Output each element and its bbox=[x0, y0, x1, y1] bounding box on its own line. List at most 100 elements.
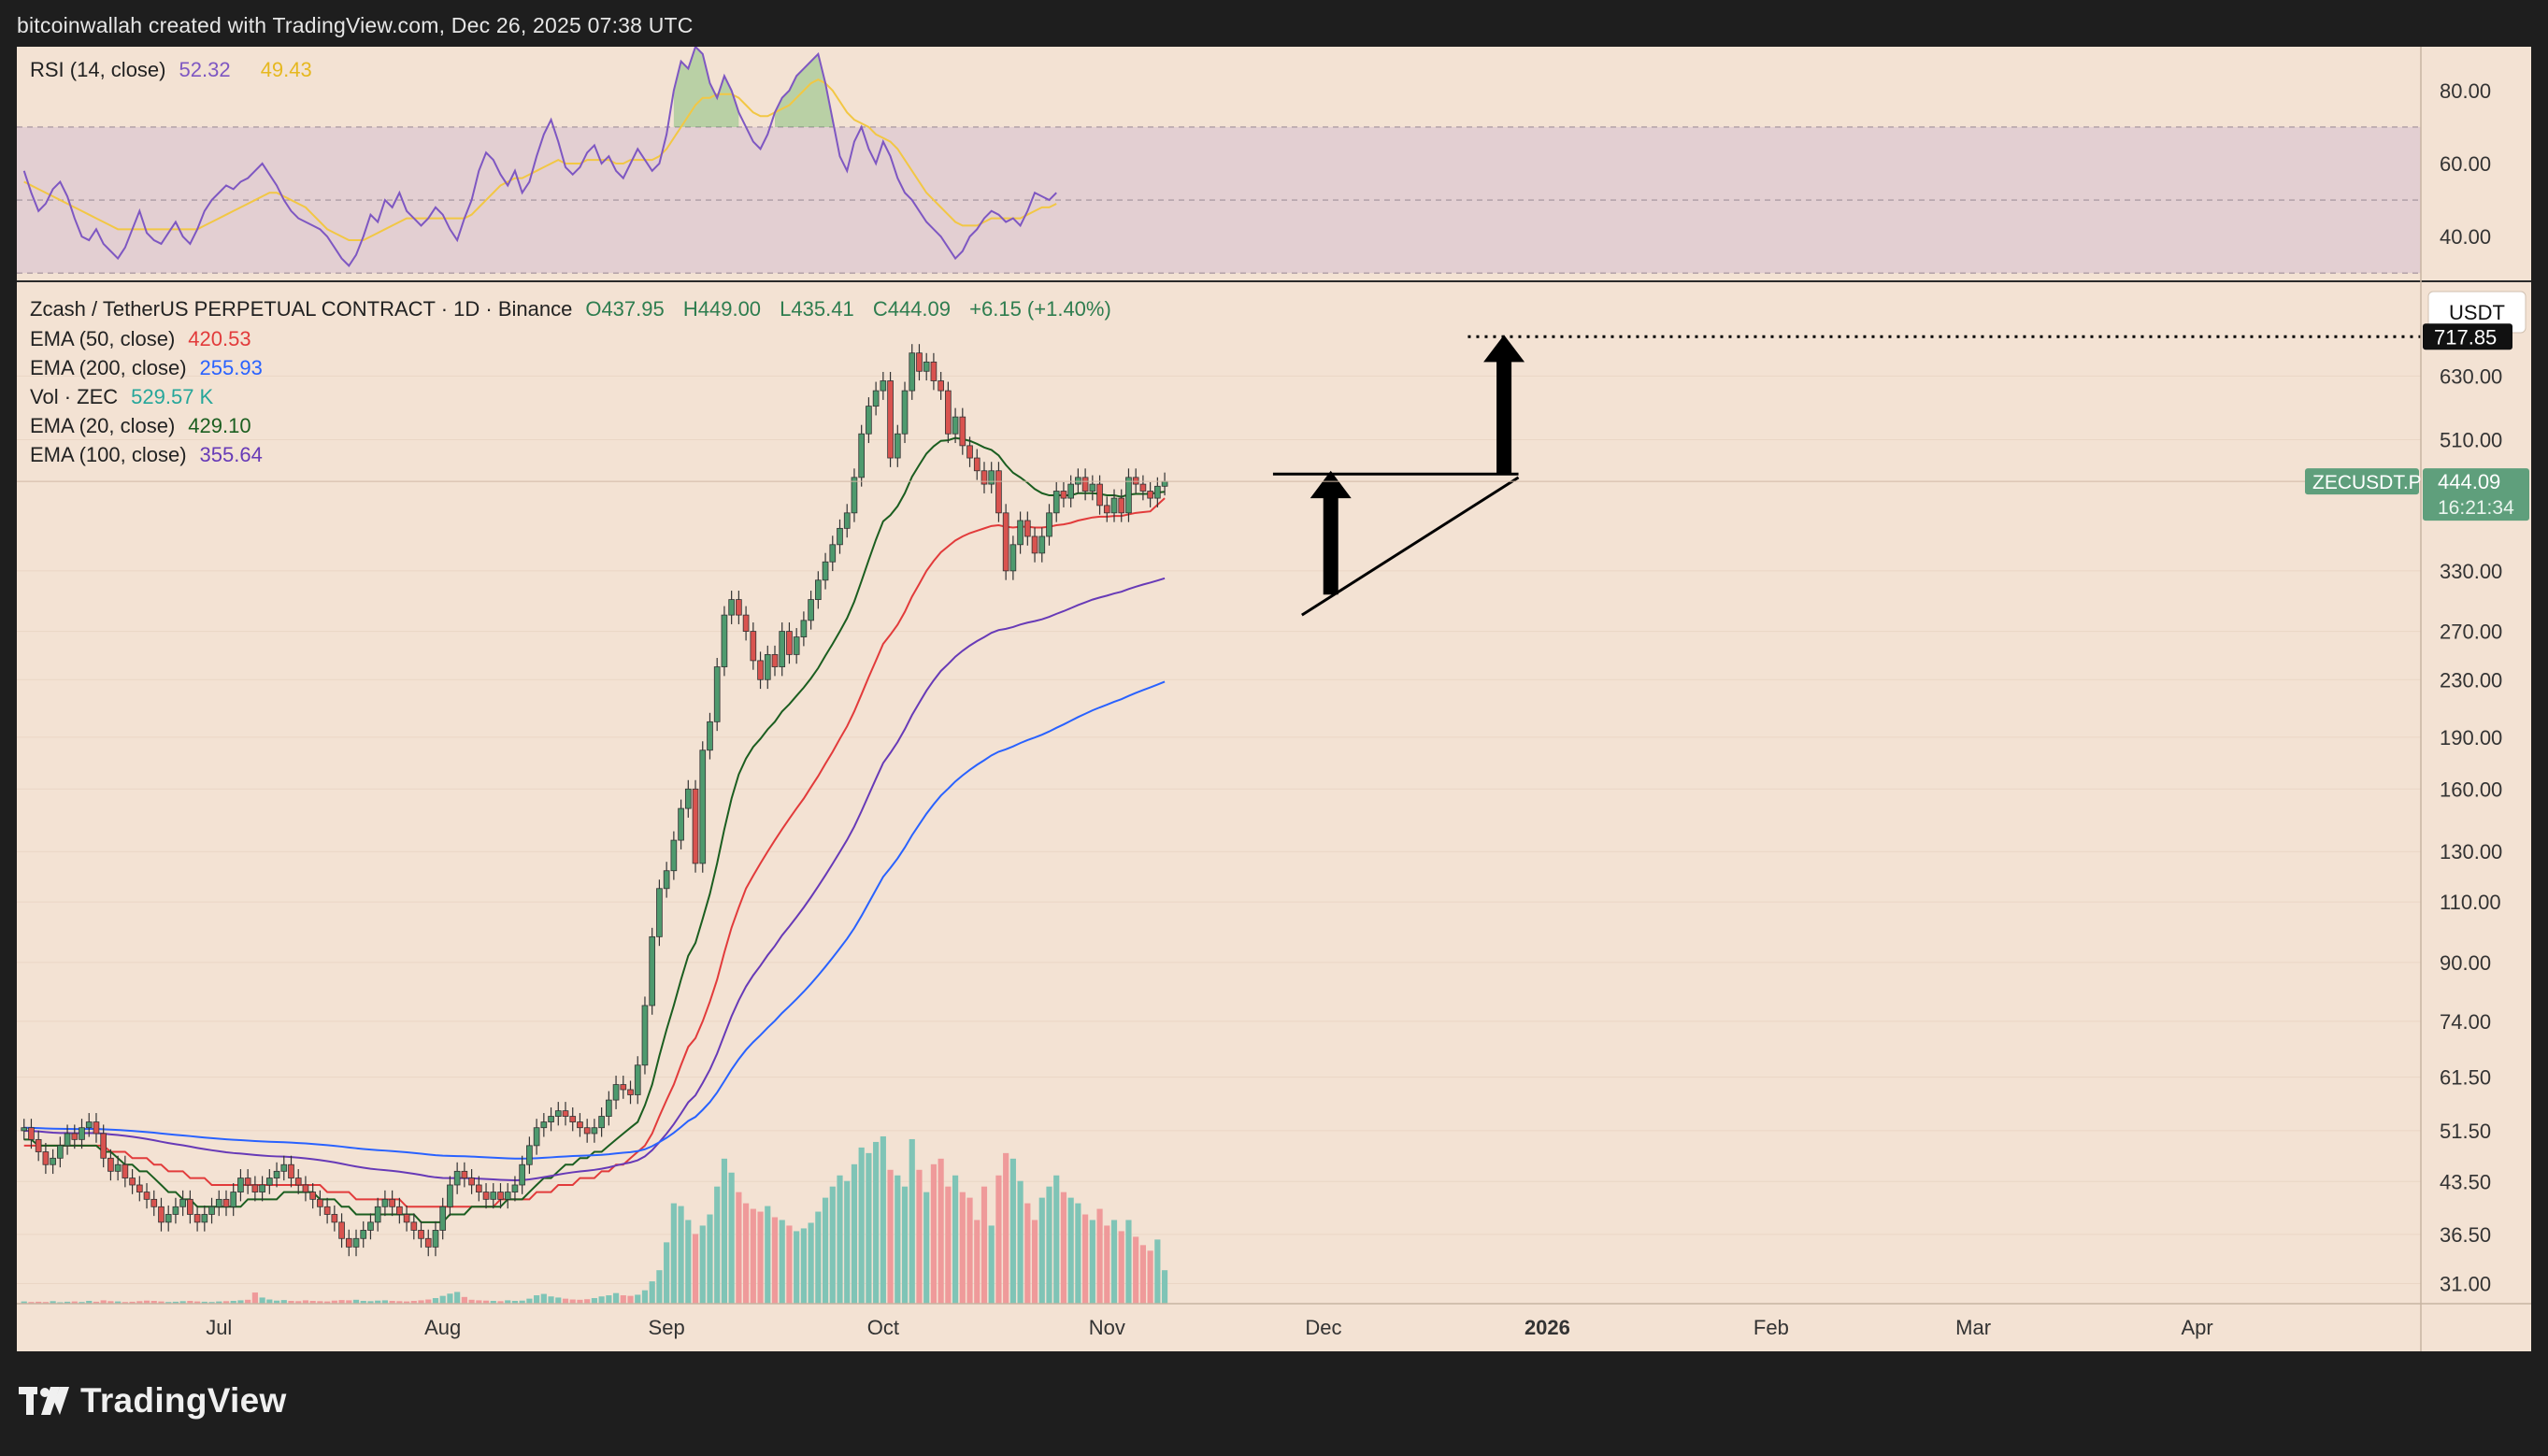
candle-body bbox=[294, 1178, 302, 1186]
volume-bar bbox=[389, 1301, 395, 1304]
candle-body bbox=[1038, 535, 1046, 554]
candle-body bbox=[995, 470, 1002, 514]
volume-bar bbox=[1003, 1152, 1009, 1304]
indicator-legend-row[interactable]: EMA (20, close) 429.10 bbox=[30, 414, 251, 438]
indicator-legend-row[interactable]: Vol · ZEC 529.57 K bbox=[30, 385, 213, 409]
chart-header-text: bitcoinwallah created with TradingView.c… bbox=[17, 13, 694, 37]
candle-body bbox=[1009, 544, 1017, 572]
volume-bar bbox=[222, 1301, 230, 1304]
rsi-legend[interactable]: RSI (14, close) 52.32 49.43 bbox=[30, 58, 325, 82]
price-tick-label: 630.00 bbox=[2440, 364, 2502, 388]
volume-bar bbox=[1154, 1239, 1161, 1304]
candle-body bbox=[482, 1192, 490, 1200]
volume-bar bbox=[952, 1175, 959, 1304]
candle-body bbox=[533, 1127, 540, 1147]
tradingview-brand: TradingView bbox=[80, 1381, 287, 1420]
price-legend[interactable]: Zcash / TetherUS PERPETUAL CONTRACT · 1D… bbox=[30, 297, 1124, 321]
volume-bar bbox=[1009, 1158, 1016, 1304]
tradingview-logo[interactable]: TradingView bbox=[19, 1381, 287, 1420]
volume-bar bbox=[966, 1197, 973, 1304]
rsi-tick-label: 80.00 bbox=[2440, 79, 2491, 103]
volume-bar bbox=[887, 1169, 894, 1304]
volume-bar bbox=[988, 1225, 995, 1304]
candle-body bbox=[410, 1221, 418, 1231]
volume-bar bbox=[794, 1231, 800, 1304]
volume-bar bbox=[208, 1302, 215, 1304]
chart-frame[interactable]: 80.00 60.00 40.00 630.00 510.00 330.00 270.00 2… bbox=[17, 47, 2531, 1351]
candle-body bbox=[548, 1116, 554, 1122]
volume-bar bbox=[786, 1225, 793, 1304]
candle-body bbox=[1096, 483, 1103, 507]
indicator-legend-row[interactable]: EMA (200, close) 255.93 bbox=[30, 356, 263, 380]
price-tick-label: 90.00 bbox=[2440, 951, 2491, 975]
candle-body bbox=[692, 788, 699, 864]
price-tick-label: 51.50 bbox=[2440, 1120, 2491, 1143]
last-price-label: 444.09 bbox=[2438, 470, 2500, 493]
volume-bar bbox=[360, 1301, 366, 1304]
candle-body bbox=[201, 1214, 208, 1223]
volume-bar bbox=[1075, 1203, 1081, 1304]
candle-body bbox=[656, 888, 663, 937]
rsi-band bbox=[17, 126, 2421, 274]
candle-body bbox=[1002, 512, 1009, 572]
ohlc-close: C444.09 bbox=[872, 297, 952, 321]
candle-body bbox=[916, 352, 923, 372]
candle-body bbox=[562, 1110, 569, 1117]
candle-body bbox=[193, 1214, 201, 1223]
candle-body bbox=[771, 653, 779, 667]
volume-bar bbox=[237, 1300, 244, 1304]
indicator-value: 529.57 K bbox=[131, 385, 214, 408]
volume-bar bbox=[678, 1206, 684, 1304]
rsi-legend-value: 52.32 bbox=[179, 58, 231, 81]
chart-canvas[interactable]: 80.00 60.00 40.00 630.00 510.00 330.00 270.00 2… bbox=[17, 47, 2531, 1351]
candle-body bbox=[909, 352, 916, 392]
candle-body bbox=[259, 1184, 265, 1192]
candle-body bbox=[1017, 520, 1023, 546]
candle-body bbox=[122, 1163, 129, 1178]
candle-body bbox=[988, 470, 995, 485]
candle-body bbox=[497, 1192, 504, 1200]
candle-body bbox=[28, 1127, 35, 1140]
volume-bar bbox=[187, 1301, 193, 1304]
rsi-legend-name: RSI (14, close) bbox=[30, 58, 166, 81]
volume-bar bbox=[1038, 1197, 1045, 1304]
price-tick-label: 160.00 bbox=[2440, 778, 2502, 801]
volume-bar bbox=[938, 1158, 944, 1304]
candle-body bbox=[540, 1121, 548, 1129]
candle-body bbox=[1154, 485, 1161, 499]
volume-bar bbox=[844, 1180, 851, 1304]
price-tick-label: 230.00 bbox=[2440, 668, 2502, 692]
candle-body bbox=[1052, 491, 1060, 514]
indicator-value: 355.64 bbox=[199, 443, 263, 466]
volume-bar bbox=[302, 1300, 309, 1304]
currency-button-label[interactable]: USDT bbox=[2449, 301, 2505, 324]
volume-bar bbox=[765, 1206, 771, 1304]
indicator-legend-row[interactable]: EMA (100, close) 355.64 bbox=[30, 443, 263, 467]
candle-body bbox=[1110, 497, 1118, 514]
candle-body bbox=[1060, 491, 1067, 499]
candle-body bbox=[360, 1230, 367, 1239]
ohlc-low: L435.41 bbox=[780, 297, 854, 321]
symbol-title: Zcash / TetherUS PERPETUAL CONTRACT · 1D… bbox=[30, 297, 573, 321]
candle-body bbox=[345, 1237, 352, 1248]
indicator-legend-row[interactable]: EMA (50, close) 420.53 bbox=[30, 327, 251, 351]
volume-bar bbox=[71, 1301, 78, 1304]
volume-bar bbox=[100, 1300, 107, 1304]
candle-body bbox=[230, 1192, 237, 1207]
volume-bar bbox=[895, 1175, 901, 1304]
candle-body bbox=[165, 1214, 172, 1223]
candle-body bbox=[418, 1230, 424, 1239]
candle-body bbox=[952, 416, 959, 435]
volume-bar bbox=[476, 1300, 482, 1304]
volume-bar bbox=[692, 1234, 699, 1304]
candle-body bbox=[143, 1192, 150, 1200]
volume-bar bbox=[815, 1211, 822, 1304]
volume-bar bbox=[664, 1242, 670, 1304]
indicator-label: Vol · ZEC bbox=[30, 385, 119, 408]
candle-body bbox=[338, 1221, 345, 1239]
candle-body bbox=[302, 1184, 309, 1192]
ema-50-line bbox=[23, 497, 1166, 1208]
volume-bar bbox=[230, 1301, 236, 1304]
target-price-tag bbox=[2423, 323, 2512, 350]
price-tick-label: 43.50 bbox=[2440, 1170, 2491, 1193]
